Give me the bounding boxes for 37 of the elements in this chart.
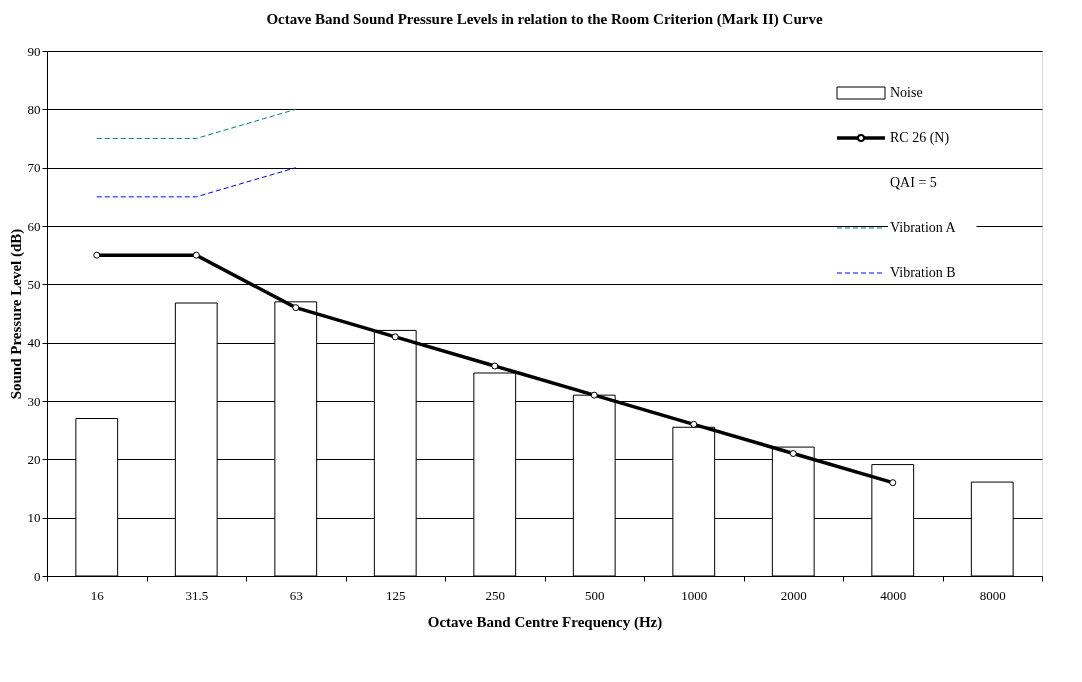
y-tick-label: 30 <box>27 393 41 409</box>
x-tick-label: 8000 <box>979 587 1006 603</box>
x-axis-title: Octave Band Centre Frequency (Hz) <box>427 613 663 631</box>
y-tick-label: 60 <box>27 218 41 234</box>
x-tick-label: 4000 <box>880 587 907 603</box>
point <box>889 479 897 487</box>
point <box>789 450 797 457</box>
x-tick-label: 63 <box>289 587 303 603</box>
point <box>292 304 300 312</box>
x-tick-label: 1000 <box>681 587 708 603</box>
point <box>690 420 698 428</box>
y-tick-label: 10 <box>27 510 41 526</box>
x-tick-label: 16 <box>90 587 105 603</box>
point <box>391 333 399 341</box>
point <box>590 391 598 399</box>
chart-title: Octave Band Sound Pressure Levels in relation to the Room Criterion (Mark II) Curve <box>266 11 823 28</box>
x-tick-label: 250 <box>485 587 505 603</box>
x-tick-label: 31.5 <box>185 587 209 603</box>
legend-label: Vibration A <box>890 220 957 235</box>
y-tick-label: 0 <box>34 568 41 584</box>
x-tick-label: 125 <box>386 587 406 603</box>
point <box>192 251 200 259</box>
legend-label: Noise <box>890 85 923 100</box>
y-tick-label: 70 <box>27 160 41 176</box>
y-tick-label: 90 <box>27 43 41 59</box>
x-tick-label: 2000 <box>780 587 807 603</box>
y-tick-label: 40 <box>27 335 41 351</box>
legend-label: Vibration B <box>890 265 956 280</box>
y-tick-label: 50 <box>27 276 41 292</box>
y-tick-label: 80 <box>27 101 41 117</box>
annotation: QAI = 5 <box>890 175 937 190</box>
point <box>491 362 499 370</box>
point <box>93 251 101 259</box>
legend-label: RC 26 (N) <box>890 130 950 146</box>
y-axis-title: Sound Pressure Level (dB) <box>7 228 25 400</box>
x-tick-label: 500 <box>585 587 605 603</box>
y-tick-label: 20 <box>27 451 41 467</box>
